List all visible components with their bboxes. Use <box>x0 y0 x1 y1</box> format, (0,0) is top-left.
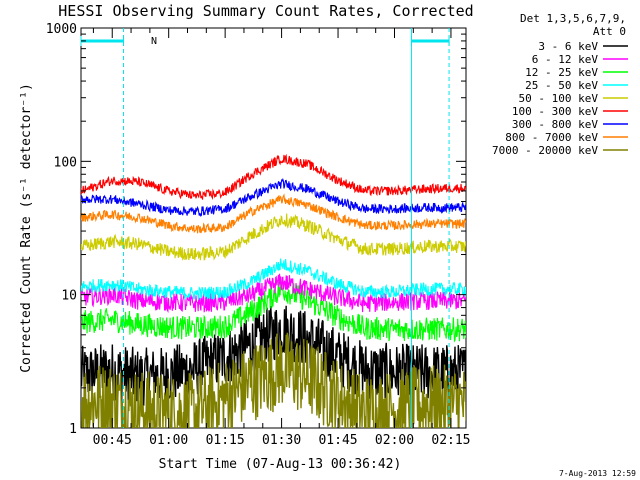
series-line-1 <box>81 273 466 314</box>
series-line-7 <box>81 193 466 234</box>
legend-header-line-1: Det 1,3,5,6,7,9, <box>520 12 626 25</box>
legend-label: 50 - 100 keV <box>519 92 599 105</box>
y-tick-label: 1 <box>69 422 77 437</box>
x-axis-label: Start Time (07-Aug-13 00:36:42) <box>159 457 402 472</box>
night-markers: N <box>80 28 450 428</box>
x-tick-label: 00:45 <box>93 433 132 448</box>
legend-label: 6 - 12 keV <box>532 53 599 66</box>
legend-label: 800 - 7000 keV <box>505 131 598 144</box>
y-tick-label: 100 <box>54 155 77 170</box>
plot-area <box>81 153 466 428</box>
legend-label: 3 - 6 keV <box>538 40 598 53</box>
x-tick-label: 01:15 <box>206 433 245 448</box>
series-line-5 <box>81 153 466 201</box>
y-tick-label: 10 <box>61 289 77 304</box>
legend-header-line-2: Att 0 <box>593 25 626 38</box>
legend-label: 100 - 300 keV <box>512 105 598 118</box>
x-tick-label: 01:45 <box>318 433 357 448</box>
legend-label: 25 - 50 keV <box>525 79 598 92</box>
chart-title: HESSI Observing Summary Count Rates, Cor… <box>58 2 473 20</box>
night-marker-label: N <box>151 36 157 47</box>
legend-label: 300 - 800 keV <box>512 118 598 131</box>
series-line-6 <box>81 177 466 218</box>
timestamp: 7-Aug-2013 12:59 <box>559 469 636 478</box>
legend-label: 12 - 25 keV <box>525 66 598 79</box>
series-line-8 <box>81 332 466 428</box>
y-axis-label: Corrected Count Rate (s⁻¹ detector⁻¹) <box>19 83 34 373</box>
x-tick-label: 02:00 <box>375 433 414 448</box>
series-line-3 <box>81 258 466 301</box>
series-line-2 <box>81 281 466 343</box>
y-tick-label: 1000 <box>46 22 77 37</box>
x-tick-label: 01:30 <box>262 433 301 448</box>
series-line-4 <box>81 213 466 261</box>
axes: 1 10 100 1000 00:45 01:00 01:15 01:30 01:45 02:00… <box>46 22 471 448</box>
legend-label: 7000 - 20000 keV <box>492 144 598 157</box>
x-tick-label: 02:15 <box>431 433 470 448</box>
plot-frame <box>80 27 467 429</box>
x-tick-label: 01:00 <box>149 433 188 448</box>
